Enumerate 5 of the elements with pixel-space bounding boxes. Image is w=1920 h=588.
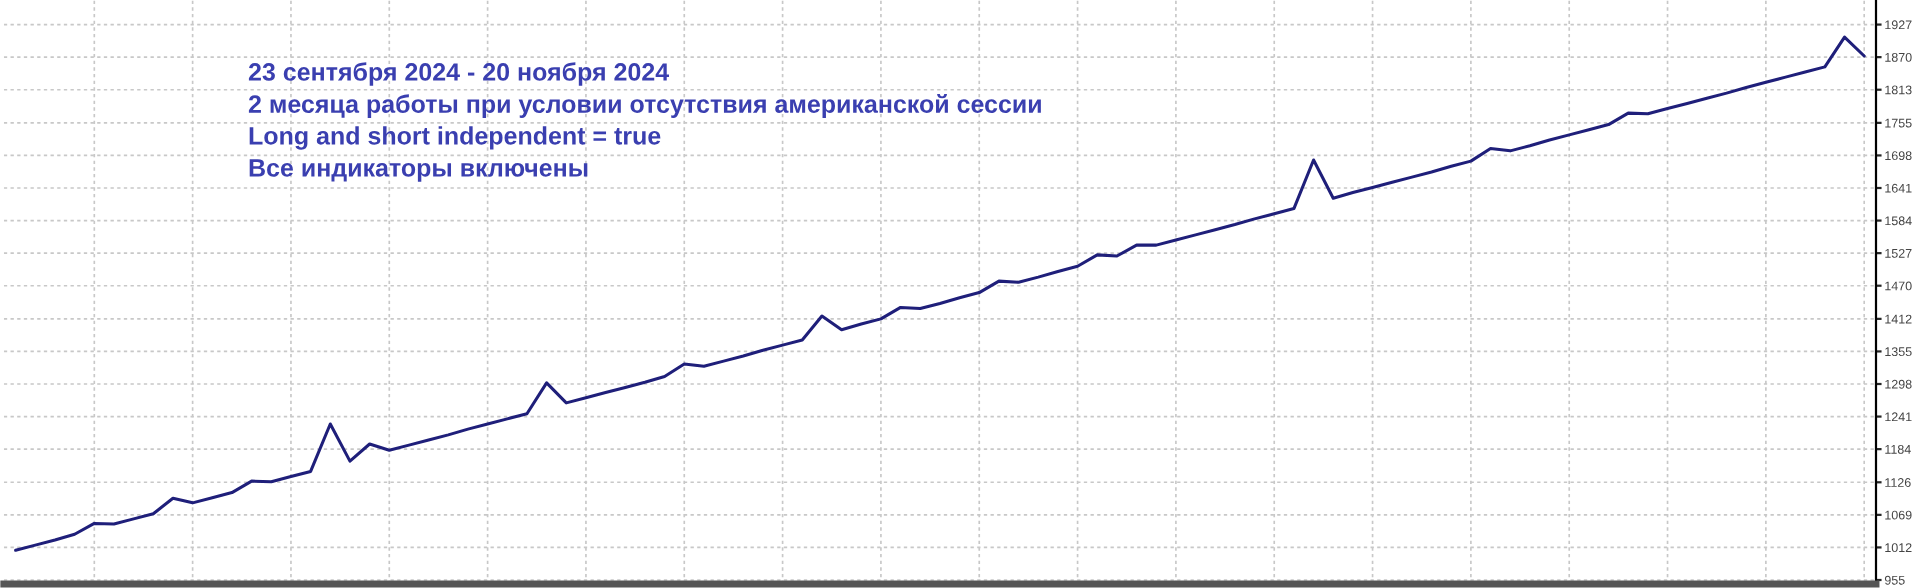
annotation: Все индикаторы включены bbox=[249, 159, 588, 182]
line-series bbox=[14, 35, 1866, 552]
annotation: 2 месяца работы при условии отсутствия американской сессии bbox=[248, 94, 1041, 118]
annotation: Long and short independent = true bbox=[249, 126, 661, 150]
annotation: 23 сентября 2024 - 20 ноября 2024 bbox=[248, 62, 670, 86]
